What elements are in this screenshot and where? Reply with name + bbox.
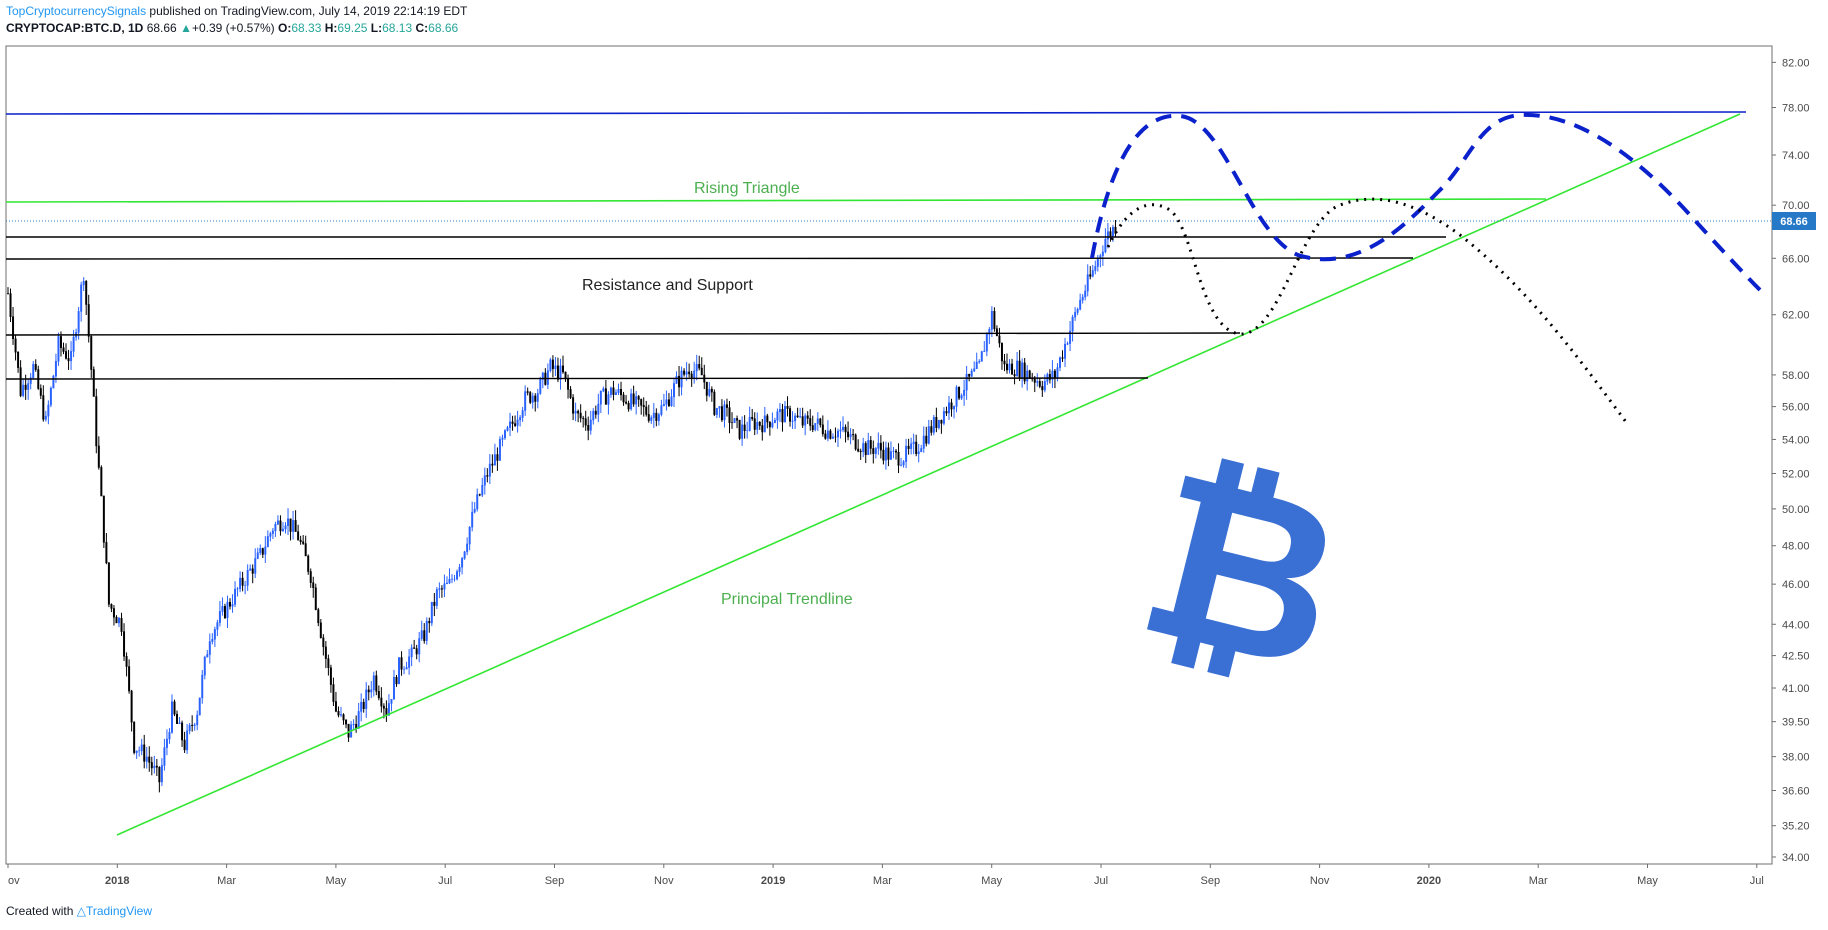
publish-info: published on TradingView.com, July 14, 2… [146,4,468,18]
x-tick-label: ov [8,875,20,887]
black-dotted-projection[interactable] [1106,197,1628,423]
x-tick-label: Nov [654,875,674,887]
created-with-label: Created with [6,904,74,918]
symbol-line: CRYPTOCAP:BTC.D, 1D 68.66 ▲+0.39 (+0.57%… [6,21,458,35]
drawings [5,111,1772,836]
rising-triangle-label: Rising Triangle [694,180,800,197]
blue-resistance-line[interactable] [5,111,1747,115]
x-tick-label: Jul [1750,875,1764,887]
x-tick-label: Jul [1094,875,1108,887]
x-tick-label: 2019 [761,875,785,887]
y-tick-label: 46.00 [1782,579,1810,591]
tradingview-link[interactable]: TradingView [85,904,152,918]
y-tick-label: 48.00 [1782,541,1810,553]
y-tick-label: 35.20 [1782,821,1810,833]
bitcoin-logo-icon: ₿ [1119,420,1365,724]
author-link[interactable]: TopCryptocurrencySignals [6,4,147,18]
x-tick-label: 2020 [1417,875,1441,887]
y-tick-label: 54.00 [1782,434,1810,446]
principal-trendline-label: Principal Trendline [721,591,853,608]
x-tick-label: May [1637,875,1658,887]
x-tick-label: Sep [545,875,565,887]
y-tick-label: 38.00 [1782,752,1810,764]
sr-line-2[interactable] [5,257,1414,260]
y-tick-label: 52.00 [1782,468,1810,480]
triangle-up-icon: ▲ [180,21,192,35]
y-tick-label: 58.00 [1782,370,1810,382]
high-label: H: [324,21,338,35]
open-value: 68.33 [291,21,322,35]
triangle-top-line[interactable] [5,198,1547,203]
publish-line: TopCryptocurrencySignals published on Tr… [6,4,467,18]
x-tick-label: 2018 [105,875,129,887]
footer: Created with △TradingView [6,904,152,918]
close-value: 68.66 [428,21,459,35]
sr-line-4[interactable] [5,377,1149,380]
y-tick-label: 62.00 [1782,310,1810,322]
y-tick-label: 66.00 [1782,253,1810,265]
low-label: L: [370,21,383,35]
y-tick-label: 42.50 [1782,651,1810,663]
y-tick-label: 34.00 [1782,852,1810,864]
y-tick-label: 82.00 [1782,57,1810,69]
last-price-badge [1772,212,1816,230]
candles [7,220,1117,793]
last-value: 68.66 [146,21,177,35]
x-tick-label: Sep [1201,875,1221,887]
y-tick-label: 78.00 [1782,103,1810,115]
y-tick-label: 74.00 [1782,150,1810,162]
sr-line-3[interactable] [5,332,1241,336]
y-tick-label: 44.00 [1782,619,1810,631]
y-tick-label: 39.50 [1782,717,1810,729]
price-axis[interactable]: 82.00 78.00 74.00 70.00 66.00 62.00 58.00 56.00… [1772,57,1810,864]
x-tick-label: May [326,875,347,887]
x-tick-label: Mar [1529,875,1548,887]
svg-text:₿: ₿ [1119,420,1365,724]
open-label: O: [278,21,292,35]
y-tick-label: 56.00 [1782,402,1810,414]
y-tick-label: 36.60 [1782,785,1810,797]
blue-dashed-projection[interactable] [1090,112,1764,294]
x-tick-label: Jul [438,875,452,887]
last-price-badge-text: 68.66 [1780,216,1808,228]
change-value: +0.39 (+0.57%) [191,21,275,35]
low-value: 68.13 [382,21,413,35]
time-axis[interactable]: ov 2018 Mar May Jul Sep Nov 2019 Mar May Jul Sep Nov… [7,864,1764,887]
y-tick-label: 70.00 [1782,200,1810,212]
tradingview-logo-icon: △ [76,904,86,918]
x-tick-label: Nov [1310,875,1330,887]
symbol-name: CRYPTOCAP:BTC.D, 1D [6,21,144,35]
x-tick-label: May [981,875,1002,887]
x-tick-label: Mar [873,875,892,887]
resistance-support-label: Resistance and Support [582,277,753,294]
y-tick-label: 41.00 [1782,683,1810,695]
high-value: 69.25 [337,21,368,35]
principal-trendline[interactable] [116,113,1741,836]
close-label: C: [415,21,429,35]
x-tick-label: Mar [217,875,236,887]
y-tick-label: 50.00 [1782,504,1810,516]
